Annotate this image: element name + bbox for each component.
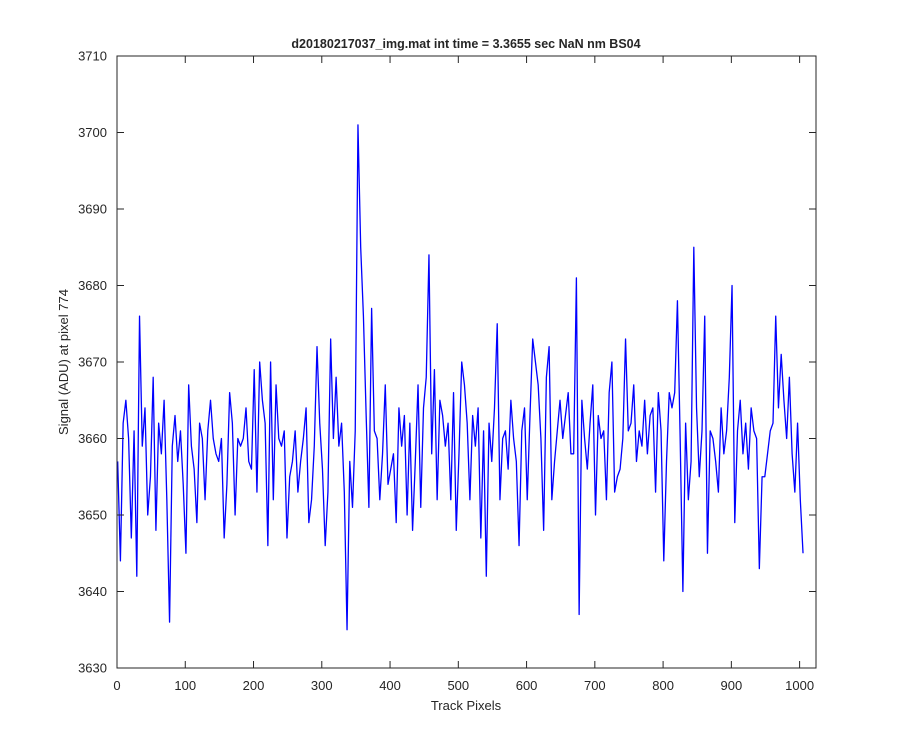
y-tick-label: 3650 [78,508,107,523]
x-tick-label: 1000 [785,678,814,693]
y-tick-label: 3660 [78,431,107,446]
y-axis-label: Signal (ADU) at pixel 774 [56,289,71,435]
y-tick-label: 3640 [78,584,107,599]
x-tick-label: 500 [447,678,469,693]
x-tick-label: 400 [379,678,401,693]
y-tick-label: 3700 [78,125,107,140]
x-tick-label: 100 [174,678,196,693]
y-tick-label: 3690 [78,202,107,217]
y-axis-ticks: 3630 3640 3650 3660 3670 3680 3690 3700 3710 [78,49,816,676]
x-axis-ticks: 0 100 200 300 400 500 600 700 800 900 1000 [113,56,814,693]
y-tick-label: 3670 [78,355,107,370]
y-tick-label: 3710 [78,49,107,64]
x-axis-label: Track Pixels [431,698,502,713]
x-tick-label: 600 [516,678,538,693]
x-tick-label: 300 [311,678,333,693]
x-tick-label: 700 [584,678,606,693]
x-tick-label: 800 [652,678,674,693]
signal-series-line [117,124,804,631]
y-tick-label: 3680 [78,278,107,293]
x-tick-label: 0 [113,678,120,693]
data-layer [117,124,804,631]
y-tick-label: 3630 [78,661,107,676]
x-tick-label: 900 [721,678,743,693]
plot-area [117,56,816,668]
chart-title: d20180217037_img.mat int time = 3.3655 s… [291,37,640,51]
x-tick-label: 200 [243,678,265,693]
